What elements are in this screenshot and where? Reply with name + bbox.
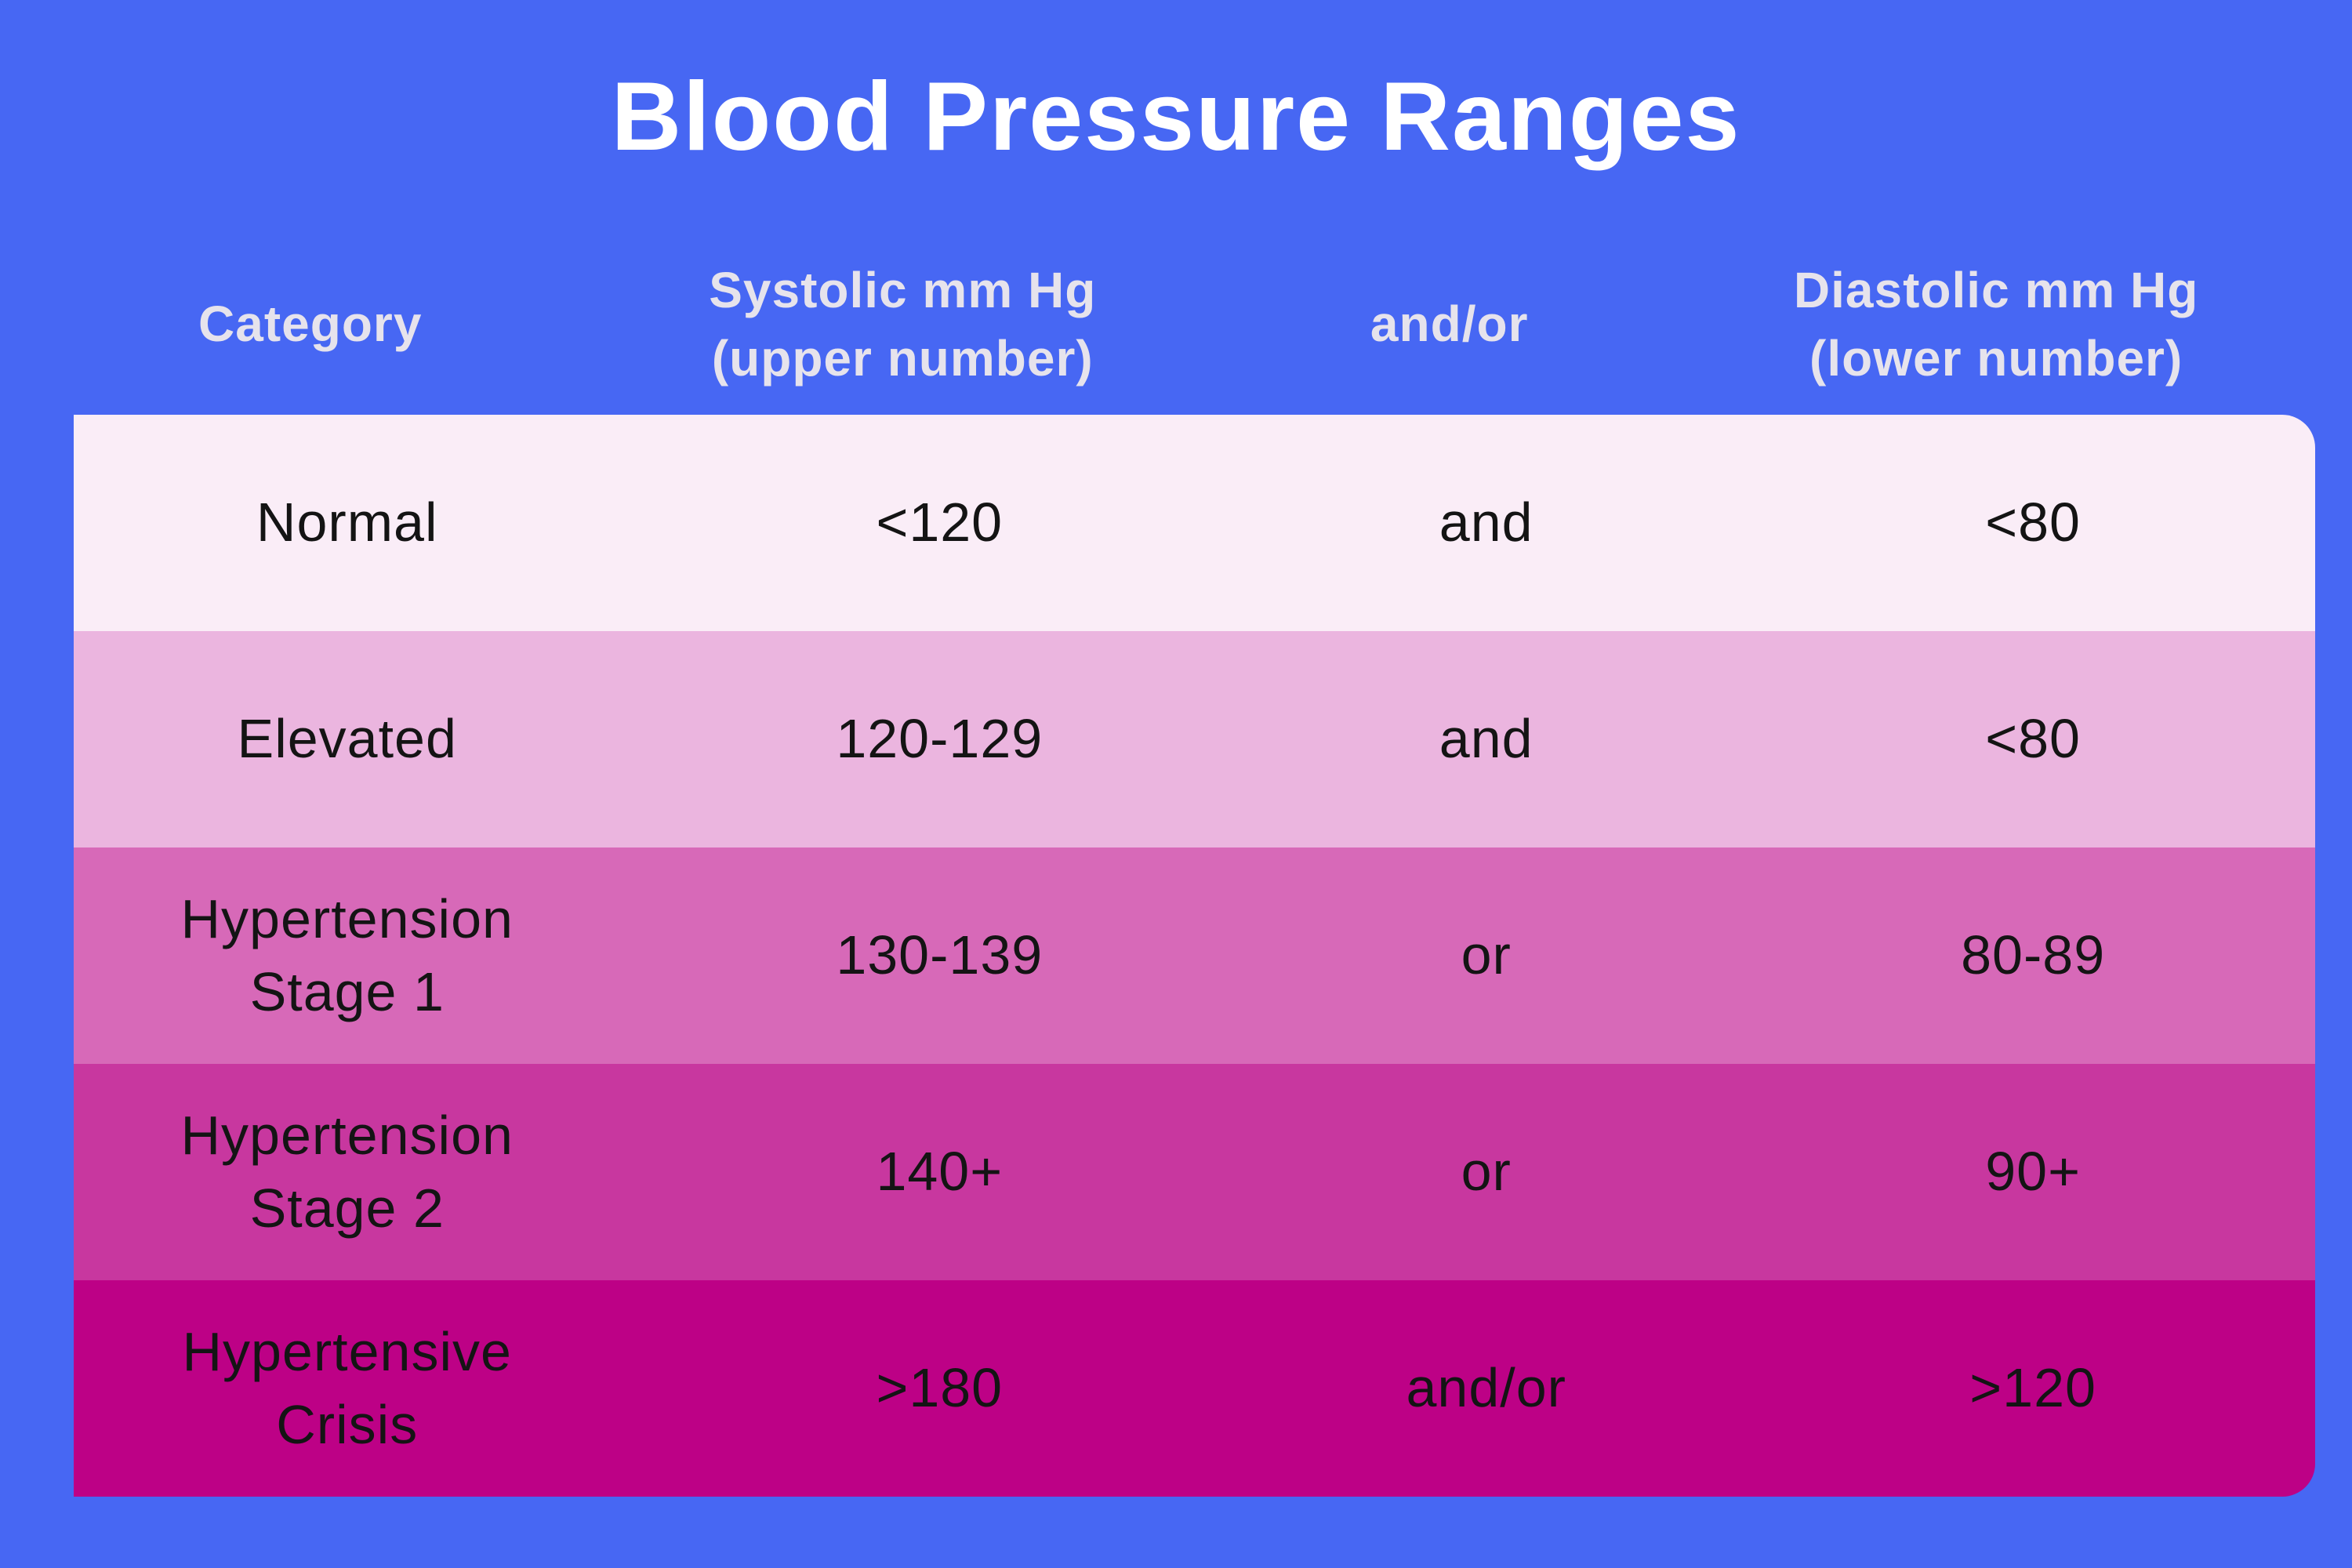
systolic-cell: >180	[876, 1357, 1004, 1419]
table-row-normal: Normal <120 and <80	[74, 414, 2315, 631]
diastolic-cell: >120	[1969, 1357, 2096, 1419]
diastolic-cell: <80	[1985, 708, 2081, 770]
column-header-category: Category	[198, 296, 423, 353]
systolic-cell: <120	[876, 492, 1004, 554]
table-header: Category Systolic mm Hg (upper number) a…	[37, 234, 2315, 415]
connector-cell: or	[1461, 924, 1512, 986]
table-row-hypertensive-crisis: Hypertensive Crisis >180 and/or >120	[74, 1279, 2315, 1497]
diastolic-cell: 90+	[1985, 1141, 2081, 1203]
systolic-cell: 140+	[876, 1141, 1004, 1203]
blood-pressure-infographic: Blood Pressure Ranges Category Systolic …	[37, 63, 2315, 1497]
category-cell: Hypertensive Crisis	[182, 1321, 512, 1455]
column-header-diastolic: Diastolic mm Hg (lower number)	[1793, 262, 2199, 387]
connector-cell: and	[1439, 492, 1534, 554]
table-card: Normal <120 and <80 Elevated 120-129 and…	[37, 414, 2315, 1497]
systolic-cell: 130-139	[836, 924, 1044, 986]
diastolic-cell: <80	[1985, 492, 2081, 554]
category-cell: Elevated	[237, 708, 457, 770]
table-row-hypertension-stage-2: Hypertension Stage 2 140+ or 90+	[74, 1063, 2315, 1280]
diastolic-cell: 80-89	[1961, 924, 2106, 986]
column-header-systolic: Systolic mm Hg (upper number)	[709, 262, 1097, 387]
systolic-cell: 120-129	[836, 708, 1044, 770]
table-row-elevated: Elevated 120-129 and <80	[74, 630, 2315, 848]
connector-cell: and	[1439, 708, 1534, 770]
category-cell: Hypertension Stage 1	[180, 888, 514, 1022]
page-title: Blood Pressure Ranges	[611, 63, 1741, 171]
connector-cell: and/or	[1406, 1357, 1566, 1419]
category-cell: Hypertension Stage 2	[180, 1105, 514, 1239]
category-cell: Normal	[256, 492, 438, 554]
column-header-connector: and/or	[1370, 296, 1529, 353]
connector-cell: or	[1461, 1141, 1512, 1203]
table-row-hypertension-stage-1: Hypertension Stage 1 130-139 or 80-89	[74, 847, 2315, 1064]
